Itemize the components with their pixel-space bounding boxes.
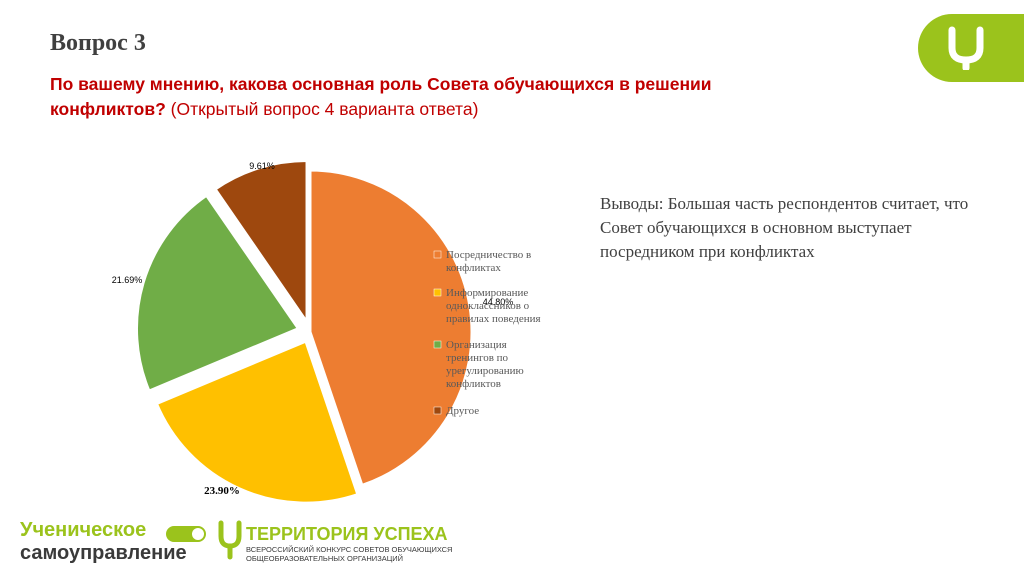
legend-swatch-4	[433, 406, 442, 415]
data-label-1: 44.80%	[483, 297, 514, 307]
legend-label-3: тренингов по	[446, 352, 509, 364]
legend-swatch-3	[433, 340, 442, 349]
logo-ucheniki-line2: самоуправление	[20, 542, 187, 564]
logo-ucheniki-line1: Ученическое	[20, 519, 147, 541]
conclusions-text: Выводы: Большая часть респондентов счита…	[600, 194, 969, 261]
legend-label-3: урегулированию	[446, 365, 524, 377]
legend-label-2: Информирование	[446, 287, 528, 299]
legend-label-1: конфликтах	[446, 262, 501, 274]
brand-corner-tab	[918, 14, 1024, 82]
data-label-2: 23.90%	[204, 485, 240, 497]
question-text: По вашему мнению, какова основная роль С…	[50, 72, 810, 122]
legend-label-2: одноклассников о	[446, 300, 530, 312]
legend-label-3: Организация	[446, 339, 507, 351]
pie-slice-3	[134, 193, 301, 394]
legend-label-1: Посредничество в	[446, 249, 531, 261]
logo-territoriya-title: ТЕРРИТОРИЯ УСПЕХА	[246, 524, 448, 544]
pie-slice-2	[154, 339, 360, 505]
logo-territoriya-subtitle: Всероссийский конкурс советов обучающихс…	[246, 545, 453, 563]
question-note: (Открытый вопрос 4 варианта ответа)	[165, 99, 479, 119]
u-logo-icon	[948, 26, 984, 70]
data-label-4: 9.61%	[249, 161, 275, 171]
pie-slice-1	[308, 168, 474, 488]
legend-label-3: конфликтов	[446, 378, 501, 390]
question-main: По вашему мнению, какова основная роль С…	[50, 74, 712, 119]
slide-title: Вопрос 3	[50, 30, 146, 56]
legend-label-2: правилах поведения	[446, 313, 541, 325]
pie-slice-4	[212, 158, 309, 328]
territoriya-logo-icon	[218, 520, 242, 560]
legend-label-4: Другое	[446, 405, 479, 417]
data-label-3: 21.69%	[112, 275, 143, 285]
legend-swatch-2	[433, 288, 442, 297]
legend-swatch-1	[433, 250, 442, 259]
toggle-logo-icon	[166, 526, 206, 542]
